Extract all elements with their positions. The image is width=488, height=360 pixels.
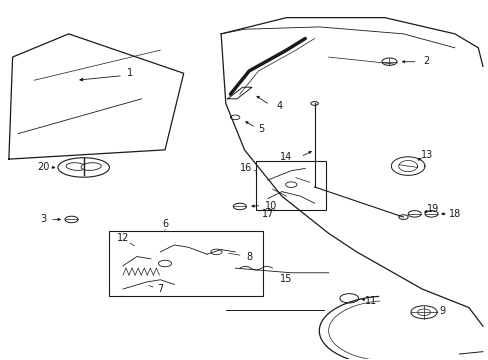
Text: 16: 16 [240,163,252,174]
Text: 17: 17 [261,209,273,219]
Text: 18: 18 [448,209,460,219]
Ellipse shape [58,158,109,177]
Text: 8: 8 [245,252,252,262]
Text: 15: 15 [280,274,292,284]
Text: 20: 20 [37,162,50,172]
Text: 10: 10 [264,201,276,211]
Ellipse shape [81,163,101,170]
Text: 9: 9 [439,306,445,316]
Text: 19: 19 [427,204,439,214]
Text: 1: 1 [127,68,133,78]
Text: 5: 5 [258,124,264,134]
Text: 11: 11 [364,296,376,306]
Bar [109,231,263,296]
Text: 12: 12 [117,233,129,243]
Text: 7: 7 [157,284,163,294]
Bar [255,161,325,210]
Ellipse shape [66,163,86,170]
Text: 13: 13 [420,150,432,161]
Text: 3: 3 [41,213,46,224]
Text: 2: 2 [423,56,429,66]
Text: 6: 6 [162,219,168,229]
Text: 14: 14 [280,152,292,162]
Text: 4: 4 [276,101,283,111]
